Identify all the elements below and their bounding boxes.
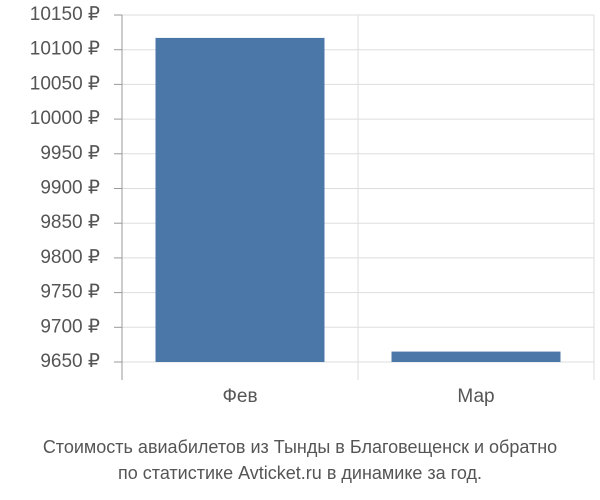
y-tick-label: 10000 ₽ [30, 108, 100, 129]
y-tick-label: 9750 ₽ [40, 282, 100, 303]
y-tick-label: 9800 ₽ [40, 247, 100, 268]
chart-title: Стоимость авиабилетов из Тынды в Благове… [43, 437, 557, 457]
y-tick-label: 10100 ₽ [30, 39, 100, 60]
x-tick-label: Мар [457, 386, 494, 407]
bar [391, 351, 561, 362]
chart-title: по статистике Avticket.ru в динамике за … [118, 463, 482, 483]
y-tick-label: 9700 ₽ [40, 316, 100, 337]
y-tick-label: 9900 ₽ [40, 178, 100, 199]
bar [155, 37, 325, 362]
y-tick-label: 9950 ₽ [40, 143, 100, 164]
y-tick-label: 10050 ₽ [30, 73, 100, 94]
y-tick-label: 9650 ₽ [40, 351, 100, 372]
x-tick-label: Фев [222, 386, 257, 407]
y-tick-label: 9850 ₽ [40, 212, 100, 233]
y-tick-label: 10150 ₽ [30, 4, 100, 25]
